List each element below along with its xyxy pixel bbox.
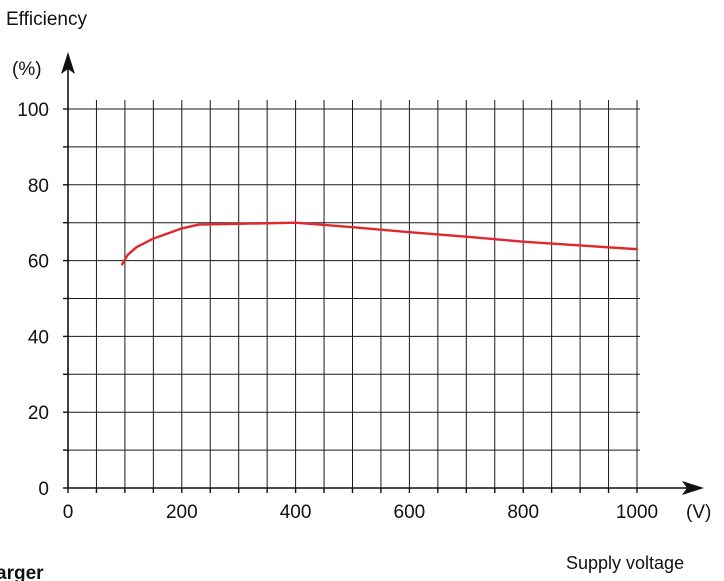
grid bbox=[68, 100, 640, 488]
x-tick-label: 600 bbox=[394, 502, 426, 523]
x-axis-unit: (V) bbox=[686, 502, 711, 523]
x-tick-label: 400 bbox=[280, 502, 312, 523]
y-axis-title: Efficiency bbox=[6, 9, 87, 30]
x-tick-label: 0 bbox=[63, 502, 74, 523]
tick-labels: 0 200 400 600 800 1000 0 20 40 60 80 100 bbox=[17, 100, 658, 523]
partial-caption-text: arger bbox=[0, 563, 44, 581]
y-tick-label: 0 bbox=[38, 479, 49, 500]
x-axis-title: Supply voltage bbox=[566, 553, 684, 573]
axes bbox=[61, 52, 704, 495]
x-tick-label: 200 bbox=[166, 502, 198, 523]
plot-area bbox=[120, 221, 639, 266]
y-tick-label: 20 bbox=[28, 403, 49, 424]
x-axis-arrow bbox=[682, 481, 704, 495]
x-tick-label: 1000 bbox=[616, 502, 658, 523]
x-tick-label: 800 bbox=[507, 502, 539, 523]
y-tick-label: 40 bbox=[28, 327, 49, 348]
y-tick-label: 60 bbox=[28, 252, 49, 273]
y-axis-unit: (%) bbox=[12, 59, 42, 80]
efficiency-curve bbox=[120, 221, 639, 266]
y-tick-label: 100 bbox=[17, 100, 49, 121]
y-axis-arrow bbox=[61, 52, 75, 74]
y-tick-label: 80 bbox=[28, 176, 49, 197]
